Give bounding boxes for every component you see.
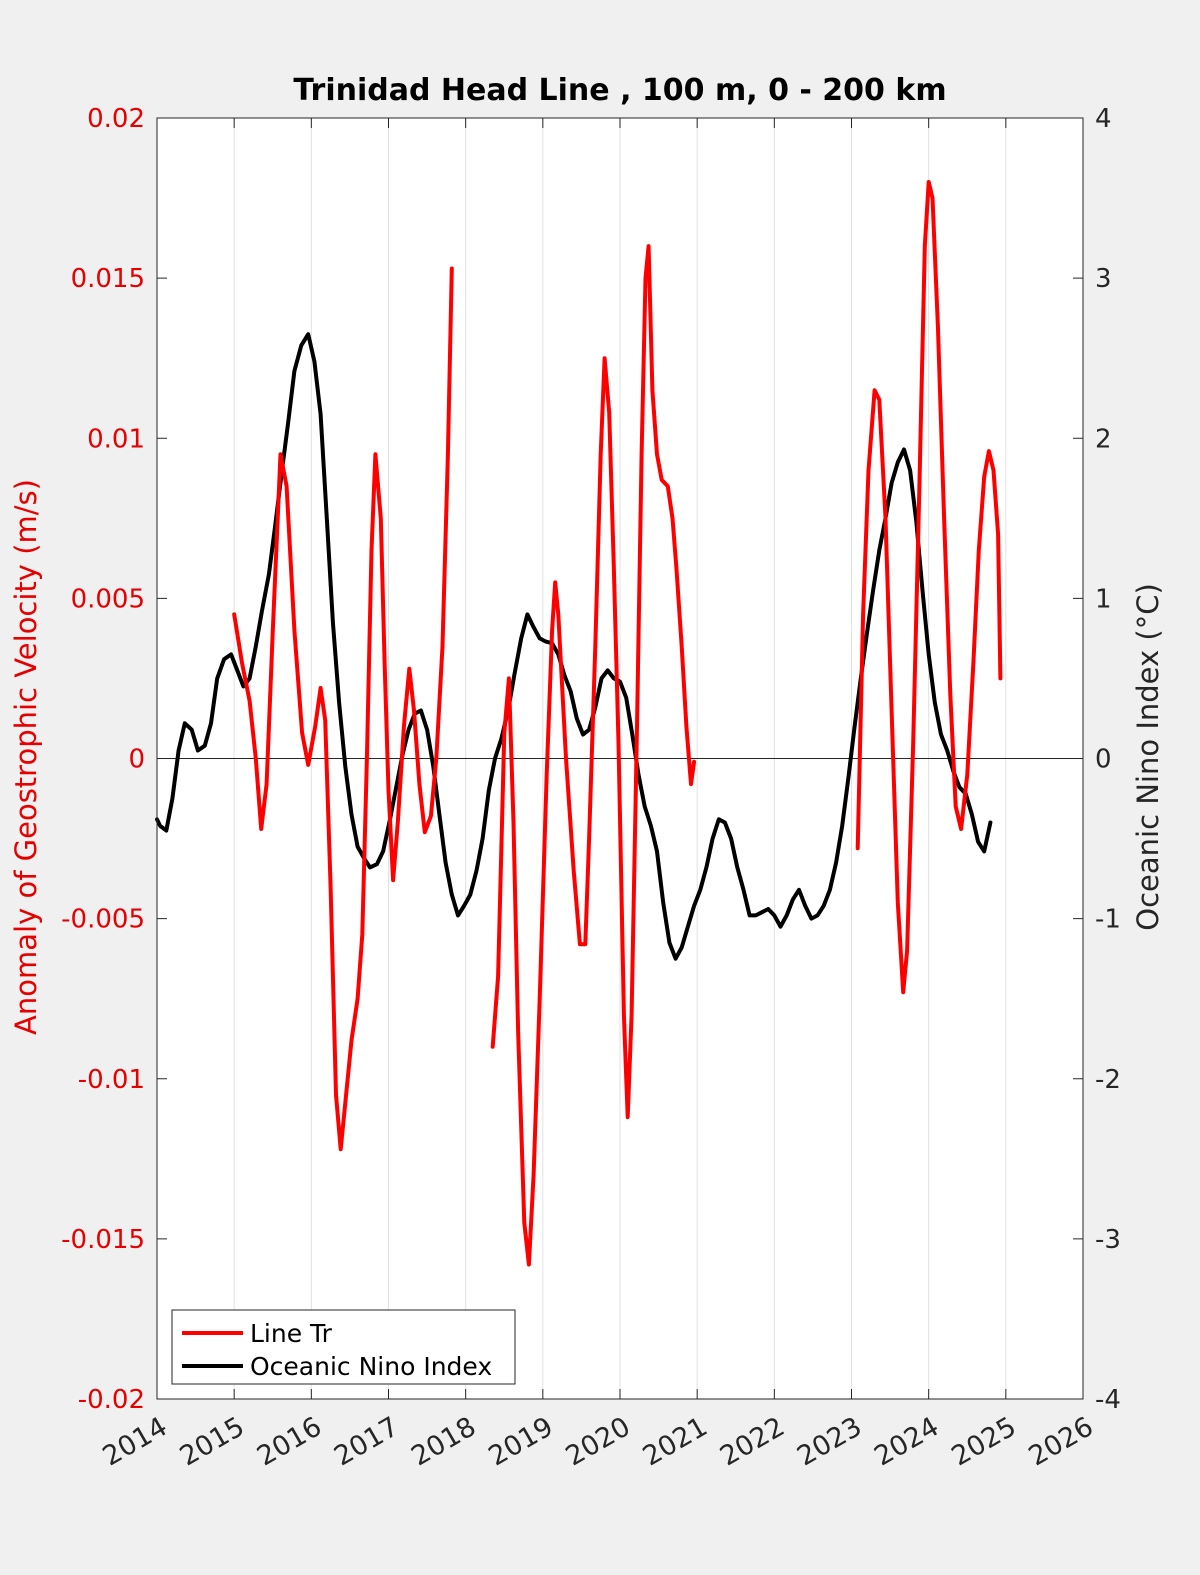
y-right-tick-label--3: -3 xyxy=(1095,1225,1121,1255)
y-axis-right-label: Oceanic Nino Index (°C) xyxy=(1131,583,1165,931)
y-left-tick-label--0.01: -0.01 xyxy=(78,1065,145,1095)
y-right-tick-label--2: -2 xyxy=(1095,1065,1121,1095)
y-right-tick-label-3: 3 xyxy=(1095,264,1112,294)
y-right-tick-label--4: -4 xyxy=(1095,1385,1121,1415)
y-right-tick-label-0: 0 xyxy=(1095,745,1112,775)
y-left-tick-label-0.005: 0.005 xyxy=(71,584,145,614)
y-left-tick-label-0.02: 0.02 xyxy=(87,104,145,134)
y-left-tick-label--0.02: -0.02 xyxy=(78,1385,145,1415)
y-left-tick-label--0.005: -0.005 xyxy=(61,905,145,935)
y-right-tick-label-4: 4 xyxy=(1095,104,1112,134)
series-line-tr-segment-1 xyxy=(232,266,454,1152)
legend: Line Tr Oceanic Nino Index xyxy=(171,1309,516,1385)
legend-label-line-tr: Line Tr xyxy=(250,1319,333,1348)
legend-box xyxy=(171,1309,516,1385)
y-right-tick-label-2: 2 xyxy=(1095,424,1112,454)
y-axis-left-label: Anomaly of Geostrophic Velocity (m/s) xyxy=(9,479,43,1035)
series-oceanic-nino-index-segment-1 xyxy=(155,332,993,961)
y-left-tick-label-0.015: 0.015 xyxy=(71,264,145,294)
y-left-tick-label-0: 0 xyxy=(128,745,145,775)
series-line-tr-segment-2 xyxy=(490,244,697,1267)
series-line-tr-segment-3 xyxy=(855,180,1003,995)
y-right-tick-label-1: 1 xyxy=(1095,584,1112,614)
y-left-tick-label--0.015: -0.015 xyxy=(61,1225,145,1255)
series-layer xyxy=(155,180,1003,1267)
chart-title: Trinidad Head Line , 100 m, 0 - 200 km xyxy=(293,73,946,108)
y-right-tick-label--1: -1 xyxy=(1095,905,1121,935)
y-left-tick-label-0.01: 0.01 xyxy=(87,424,145,454)
legend-label-oni: Oceanic Nino Index xyxy=(250,1352,492,1381)
